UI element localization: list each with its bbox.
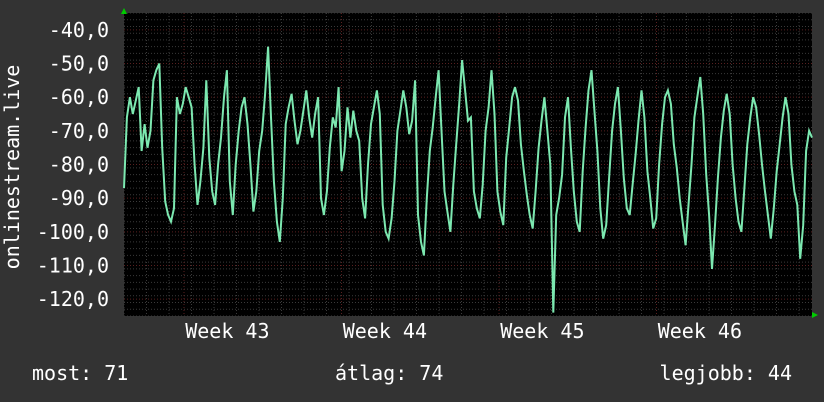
x-tick-label: Week 44	[343, 319, 427, 343]
y-axis-ticks: -40,0 -50,0 -60,0 -70,0 -80,0 -90,0 -100,0 -110…	[37, 18, 109, 311]
series-line	[123, 46, 813, 313]
x-tick-label: Week 46	[658, 319, 742, 343]
y-tick-label: -50,0	[49, 52, 109, 76]
y-tick-label: -60,0	[49, 85, 109, 109]
x-tick-label: Week 45	[500, 319, 584, 343]
y-tick-label: -100,0	[37, 220, 109, 244]
x-tick-label: Week 43	[185, 319, 269, 343]
grid	[123, 12, 812, 317]
line-chart: -40,0 -50,0 -60,0 -70,0 -80,0 -90,0 -100,0 -110…	[0, 8, 818, 343]
y-axis-arrow	[121, 8, 127, 14]
y-tick-label: -110,0	[37, 254, 109, 278]
current-value-label: most: 71	[32, 361, 129, 385]
y-tick-label: -40,0	[49, 18, 109, 42]
x-axis-arrow	[812, 312, 818, 318]
y-tick-label: -70,0	[49, 119, 109, 143]
y-axis-title: onlinestream.live	[0, 65, 24, 270]
y-tick-label: -120,0	[37, 287, 109, 311]
average-value-label: átlag: 74	[335, 361, 444, 385]
y-tick-label: -80,0	[49, 153, 109, 177]
y-tick-label: -90,0	[49, 186, 109, 210]
best-value-label: legjobb: 44	[659, 361, 792, 385]
x-axis-ticks: Week 43 Week 44 Week 45 Week 46	[185, 319, 742, 343]
